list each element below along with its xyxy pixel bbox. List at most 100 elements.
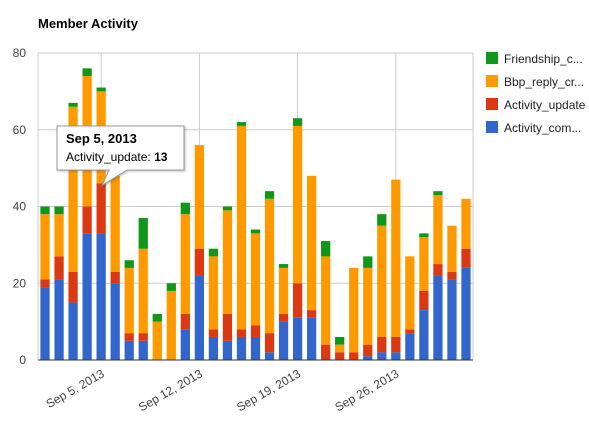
- bar-segment: [433, 191, 443, 195]
- bar-segment: [82, 233, 92, 360]
- bar-segment: [138, 248, 148, 334]
- bar-segment: [110, 271, 120, 284]
- bar-segment: [363, 356, 373, 360]
- bar-segment: [222, 340, 233, 360]
- bar-segment: [152, 313, 162, 322]
- bar-segment: [180, 313, 190, 330]
- bar-segment: [180, 202, 190, 215]
- legend-swatch: [486, 121, 498, 133]
- bar-segment: [419, 290, 429, 311]
- bar-segment: [306, 317, 317, 360]
- bar-segment: [68, 302, 78, 360]
- bar-segment: [124, 333, 134, 341]
- bar-segment: [447, 271, 457, 280]
- x-tick-label: Sep 26, 2013: [332, 366, 401, 414]
- bar-segment: [264, 198, 275, 334]
- bar-segment: [447, 225, 457, 272]
- y-axis-ticks: 0 20 40 60 80: [13, 46, 27, 367]
- bar-segment: [236, 125, 247, 330]
- tooltip-series-label: Activity_update: 13: [66, 150, 168, 164]
- bar-segment: [433, 275, 443, 360]
- bar-segment: [264, 191, 275, 199]
- legend-swatch: [486, 98, 498, 110]
- bar-segment: [278, 321, 289, 360]
- bar-segment: [335, 352, 345, 360]
- bar-segment: [138, 333, 148, 341]
- bar-segment: [54, 206, 64, 215]
- bar-segment: [236, 122, 247, 126]
- bar-segment: [321, 344, 331, 360]
- bar-segment: [264, 352, 275, 360]
- bar-segment: [292, 118, 303, 126]
- bar-segment: [166, 283, 176, 291]
- bar-segment: [433, 264, 443, 276]
- bar-segment: [68, 271, 78, 303]
- bar-segment: [405, 333, 415, 360]
- bar-segment: [433, 194, 443, 265]
- bar-segment: [54, 214, 64, 257]
- legend-label: Activity_update: [504, 98, 586, 112]
- bar-segment: [377, 336, 387, 353]
- bar-segment: [461, 267, 471, 360]
- bar-segment: [377, 214, 387, 226]
- bar-segment: [405, 329, 415, 334]
- bar-stacks: [40, 68, 471, 360]
- bar-segment: [278, 264, 289, 268]
- bar-segment: [180, 329, 190, 360]
- bar-segment: [377, 352, 387, 360]
- bar-segment: [292, 125, 303, 284]
- legend-swatch: [486, 75, 498, 87]
- bar-segment: [363, 267, 373, 345]
- legend-label: Friendship_c...: [504, 52, 583, 66]
- bar-segment: [222, 313, 233, 341]
- bar-segment: [447, 279, 457, 360]
- bar-segment: [40, 206, 50, 215]
- bar-segment: [391, 336, 401, 353]
- bar-segment: [461, 198, 471, 249]
- bar-segment: [40, 279, 50, 288]
- bar-segment: [236, 329, 247, 337]
- bar-segment: [96, 183, 106, 234]
- bar-segment: [321, 241, 331, 257]
- legend-swatch: [486, 52, 498, 64]
- bar-segment: [54, 256, 64, 280]
- tooltip-box: [56, 125, 185, 187]
- bar-segment: [363, 256, 373, 268]
- chart-title: Member Activity: [38, 16, 139, 31]
- bar-segment: [405, 256, 415, 330]
- x-tick-label: Sep 12, 2013: [136, 366, 205, 414]
- legend: Friendship_c... Bbp_reply_cr... Activity_u…: [486, 52, 586, 135]
- bar-segment: [110, 175, 120, 272]
- bar-segment: [250, 336, 261, 360]
- bar-segment: [250, 229, 261, 234]
- bar-segment: [180, 214, 190, 314]
- bar-segment: [54, 279, 64, 360]
- legend-label: Bbp_reply_cr...: [504, 75, 584, 89]
- bar-segment: [222, 210, 233, 314]
- bar-segment: [152, 321, 162, 360]
- bar-segment: [250, 233, 261, 326]
- bar-segment: [124, 340, 134, 360]
- bar-segment: [96, 233, 106, 360]
- bar-segment: [335, 336, 345, 345]
- x-tick-label: Sep 19, 2013: [234, 366, 303, 414]
- bar-segment: [335, 344, 345, 353]
- y-tick-label: 0: [19, 353, 26, 367]
- bar-segment: [250, 325, 261, 337]
- bar-segment: [138, 218, 148, 249]
- bar-segment: [461, 248, 471, 268]
- bar-segment: [110, 283, 120, 360]
- bar-segment: [419, 237, 429, 291]
- tooltip: Sep 5, 2013 Activity_update: 13: [56, 125, 185, 187]
- bar-segment: [208, 336, 219, 360]
- bar-segment: [124, 267, 134, 334]
- bar-segment: [292, 317, 303, 360]
- y-tick-label: 60: [13, 123, 27, 137]
- bar-segment: [82, 68, 92, 77]
- bar-segment: [349, 267, 359, 353]
- bar-segment: [96, 87, 106, 92]
- bar-segment: [208, 329, 219, 337]
- bar-segment: [40, 287, 50, 360]
- bar-segment: [194, 275, 205, 360]
